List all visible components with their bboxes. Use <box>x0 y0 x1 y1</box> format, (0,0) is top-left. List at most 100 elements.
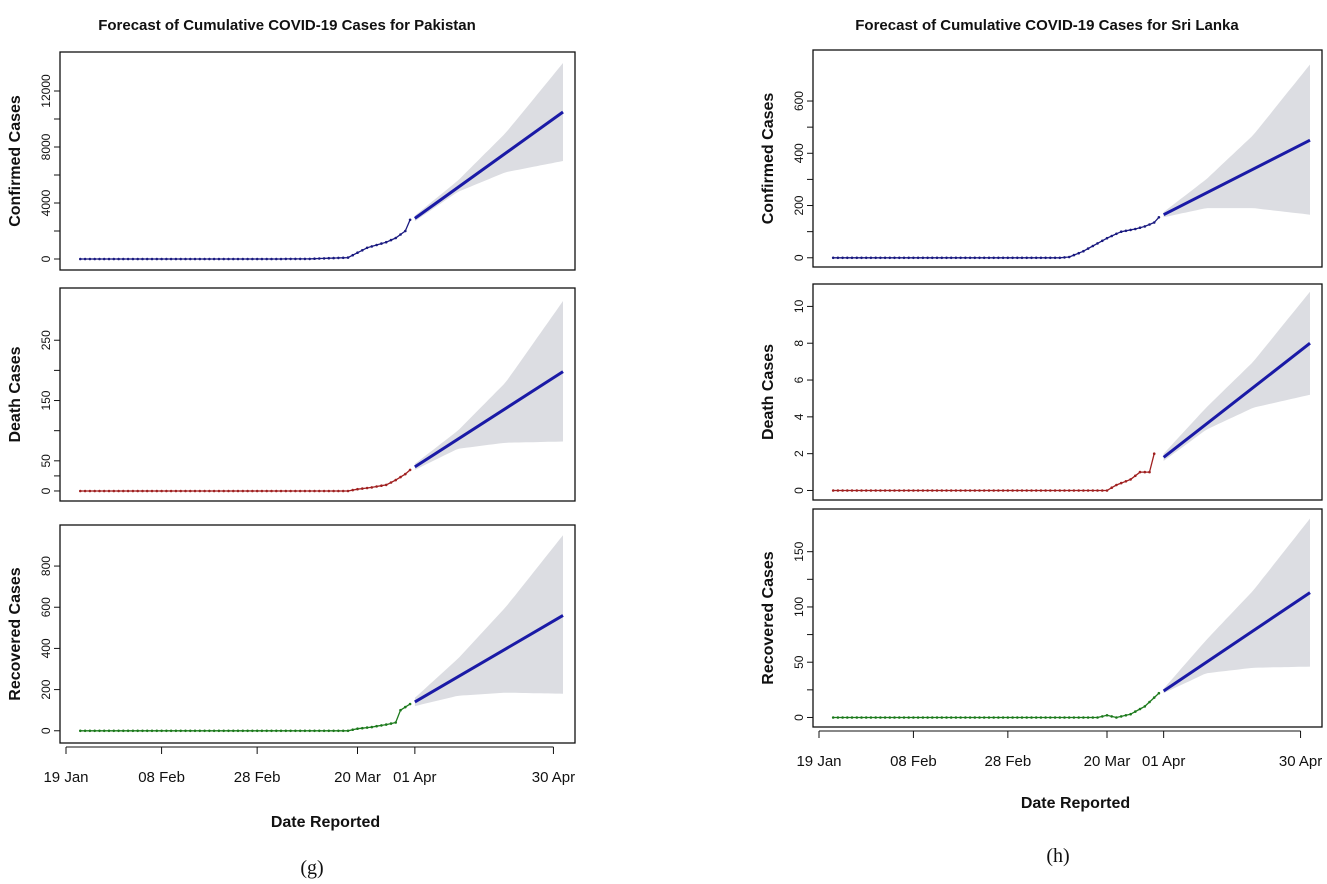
observed-point <box>408 702 412 706</box>
observed-point <box>351 728 355 731</box>
observed-point <box>916 716 920 719</box>
observed-point <box>79 489 82 493</box>
observed-point <box>954 489 958 492</box>
observed-point <box>841 256 844 260</box>
observed-point <box>912 256 915 260</box>
y-tick-label: 10 <box>792 299 806 313</box>
observed-point <box>940 256 944 260</box>
observed-point <box>102 729 106 733</box>
observed-point <box>375 724 378 728</box>
observed-point <box>399 475 402 479</box>
observed-point <box>1044 256 1047 260</box>
observed-point <box>131 257 135 261</box>
observed-point <box>232 489 235 493</box>
observed-point <box>198 257 202 261</box>
observed-point <box>1016 489 1019 492</box>
observed-point <box>836 256 840 260</box>
observed-point <box>384 483 388 487</box>
observed-point <box>926 256 929 260</box>
observed-point <box>1072 489 1076 492</box>
y-tick-label: 200 <box>39 679 53 699</box>
x-tick-label: 20 Mar <box>334 769 381 786</box>
observed-point <box>122 257 125 261</box>
observed-point <box>1030 716 1033 719</box>
forecast-line <box>414 370 564 469</box>
observed-point <box>1016 256 1019 260</box>
observed-point <box>1001 489 1005 492</box>
y-axis-label: Recovered Cases <box>7 567 24 701</box>
observed-point <box>179 489 182 493</box>
y-tick-label: 200 <box>792 195 806 215</box>
observed-point <box>174 489 178 493</box>
observed-series <box>833 692 1160 719</box>
observed-point <box>365 486 369 490</box>
observed-point <box>112 729 116 733</box>
observed-point <box>203 257 206 261</box>
y-axis-label: Death Cases <box>760 344 777 440</box>
observed-point <box>150 729 154 733</box>
y-tick-label: 150 <box>792 541 806 561</box>
observed-point <box>841 716 844 719</box>
observed-point <box>337 729 340 733</box>
observed-point <box>212 489 216 493</box>
observed-point <box>1129 712 1132 716</box>
observed-point <box>208 729 211 733</box>
observed-point <box>375 485 378 488</box>
observed-point <box>189 489 192 493</box>
x-axis-label: Date Reported <box>1021 795 1130 812</box>
observed-point <box>836 716 840 719</box>
observed-point <box>174 729 178 733</box>
observed-point <box>265 257 269 261</box>
observed-point <box>1096 242 1099 245</box>
observed-point <box>1105 714 1109 717</box>
observed-point <box>1020 489 1024 492</box>
observed-point <box>1143 470 1147 474</box>
observed-point <box>98 489 101 493</box>
observed-point <box>1134 474 1137 478</box>
observed-point <box>1134 710 1137 713</box>
observed-point <box>1006 256 1010 260</box>
observed-point <box>1152 696 1156 699</box>
observed-point <box>332 489 335 493</box>
observed-point <box>313 257 316 261</box>
observed-point <box>217 257 221 261</box>
observed-point <box>370 245 374 248</box>
observed-point <box>869 489 873 492</box>
observed-point <box>318 489 321 493</box>
observed-point <box>1143 705 1147 708</box>
observed-point <box>98 729 101 733</box>
observed-point <box>1105 489 1109 492</box>
y-tick-label: 50 <box>39 454 53 468</box>
observed-point <box>275 257 278 261</box>
observed-point <box>246 729 249 733</box>
forecast-line <box>1162 138 1311 217</box>
observed-point <box>902 716 906 719</box>
observed-point <box>1016 716 1019 719</box>
observed-point <box>836 489 840 492</box>
observed-point <box>165 729 168 733</box>
observed-point <box>408 218 412 222</box>
observed-point <box>1124 480 1128 483</box>
observed-point <box>1124 229 1128 233</box>
observed-point <box>227 729 230 733</box>
observed-point <box>888 489 892 492</box>
observed-point <box>222 257 225 261</box>
observed-point <box>303 489 307 493</box>
observed-point <box>945 256 948 260</box>
observed-point <box>1067 716 1071 719</box>
observed-point <box>1086 489 1090 492</box>
observed-point <box>1110 234 1113 238</box>
observed-point <box>921 489 925 492</box>
y-tick-label: 8 <box>792 340 806 347</box>
observed-point <box>160 257 163 261</box>
chart-title: Forecast of Cumulative COVID-19 Cases fo… <box>855 17 1239 34</box>
observed-point <box>912 716 915 719</box>
observed-point <box>1011 716 1014 719</box>
x-tick-label: 01 Apr <box>1142 753 1185 770</box>
observed-point <box>93 257 96 261</box>
observed-point <box>322 729 326 733</box>
observed-point <box>846 489 849 492</box>
observed-point <box>313 729 316 733</box>
y-tick-label: 0 <box>792 714 806 721</box>
observed-point <box>389 481 393 484</box>
